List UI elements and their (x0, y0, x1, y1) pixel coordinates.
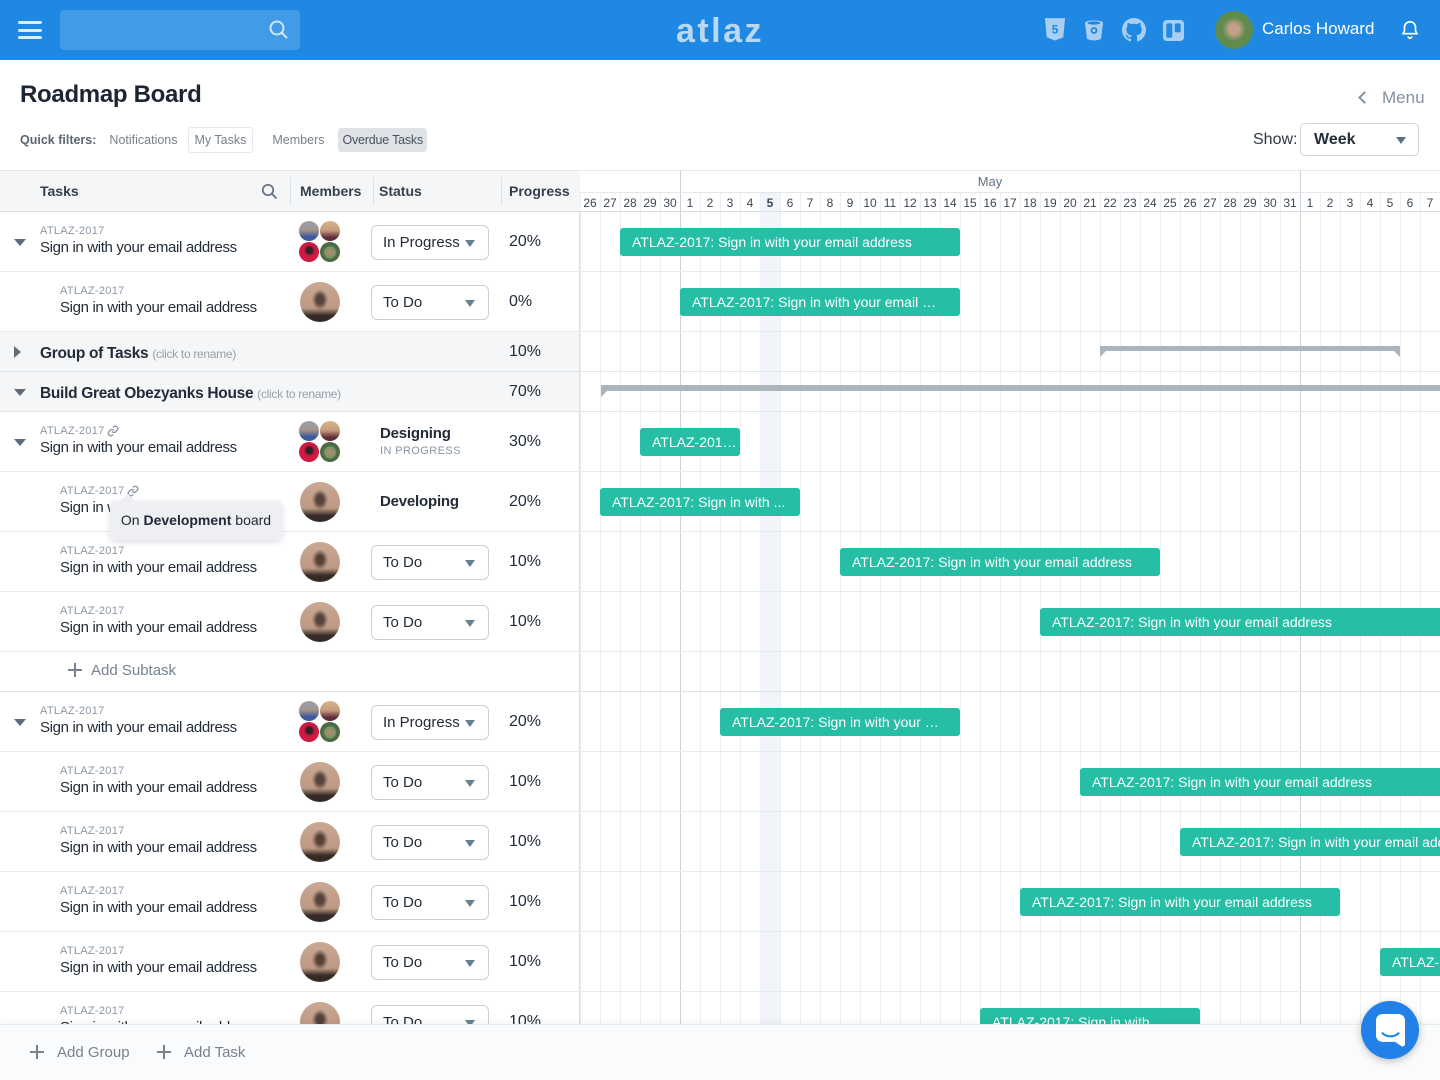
svg-text:5: 5 (1052, 23, 1059, 37)
